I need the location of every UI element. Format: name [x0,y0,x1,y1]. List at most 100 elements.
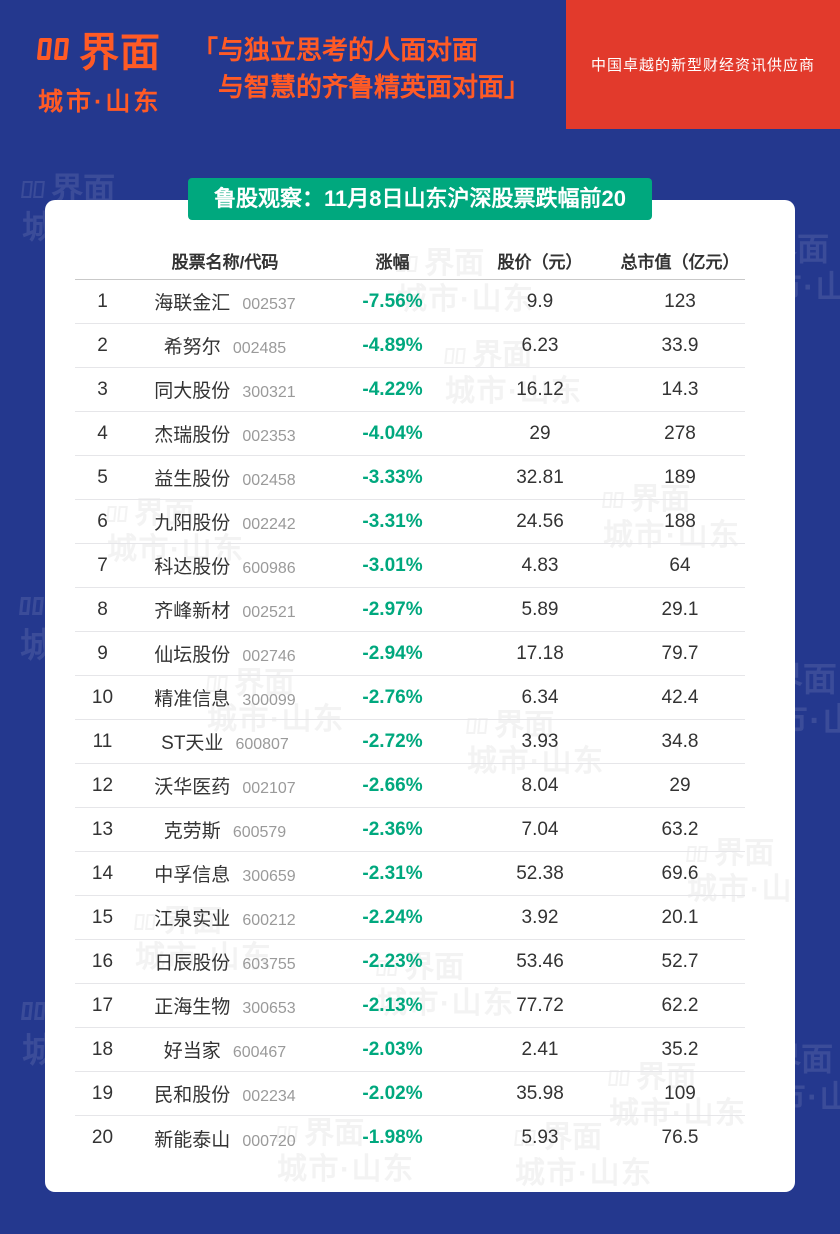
table-row: 1 海联金汇 002537 -7.56% 9.9 123 [75,280,745,324]
price-cell: 77.72 [516,994,564,1016]
rank-cell: 6 [97,510,108,532]
stock-name: 沃华医药 [154,777,231,798]
cap-cell: 278 [664,422,696,444]
rank-cell: 8 [97,598,108,620]
stock-name: 好当家 [163,1041,221,1062]
name-code-cell: 沃华医药 002107 [130,772,320,799]
rank-cell: 19 [91,1082,114,1104]
name-code-cell: 杰瑞股份 002353 [130,420,320,447]
stock-code: 002458 [242,472,296,489]
stock-code: 002485 [232,340,287,357]
change-cell: -4.22% [362,378,423,400]
stock-name: 希努尔 [163,337,221,358]
stock-code: 300099 [242,692,296,709]
content-card: 鲁股观察：11月8日山东沪深股票跌幅前20 界面 城市·山东 界面 城市·山东 界面 城市… [45,178,795,1192]
stock-code: 002746 [242,648,296,665]
rank-cell: 9 [97,642,108,664]
table-row: 8 齐峰新材 002521 -2.97% 5.89 29.1 [75,588,745,632]
stock-code: 002521 [242,604,296,621]
rank-cell: 2 [97,334,108,356]
change-cell: -1.98% [362,1127,423,1148]
cap-cell: 64 [669,554,691,576]
stock-name: 江泉实业 [154,909,231,930]
cap-cell: 189 [664,466,696,488]
rank-cell: 4 [97,422,108,444]
name-code-cell: 新能泰山 000720 [130,1125,320,1152]
name-code-cell: ST天业 600807 [130,728,320,755]
table-header-row: 股票名称/代码 涨幅 股价（元） 总市值（亿元） [75,242,745,280]
table-row: 2 希努尔 002485 -4.89% 6.23 33.9 [75,324,745,368]
cap-cell: 79.7 [661,642,699,664]
price-cell: 16.12 [516,378,564,400]
name-code-cell: 仙坛股份 002746 [130,640,320,667]
rank-cell: 11 [92,730,113,752]
cap-cell: 109 [664,1082,696,1104]
stock-code: 002242 [242,516,296,533]
cap-cell: 29.1 [661,598,699,620]
tagline-text: 中国卓越的新型财经资讯供应商 [590,57,815,74]
name-code-cell: 同大股份 300321 [130,376,320,403]
change-cell: -2.31% [362,862,423,884]
price-cell: 2.41 [521,1038,559,1060]
rank-cell: 14 [91,862,114,884]
cap-cell: 62.2 [661,994,699,1016]
stock-name: 克劳斯 [163,821,221,842]
table-row: 4 杰瑞股份 002353 -4.04% 29 278 [75,412,745,456]
price-cell: 7.04 [521,818,559,840]
name-code-cell: 日辰股份 603755 [130,948,320,975]
name-code-cell: 益生股份 002458 [130,464,320,491]
table-row: 3 同大股份 300321 -4.22% 16.12 14.3 [75,368,745,412]
stock-name: 精准信息 [154,689,231,710]
price-cell: 9.9 [526,290,554,312]
name-code-cell: 科达股份 600986 [130,552,320,579]
change-cell: -2.02% [362,1082,423,1104]
stock-code: 600986 [242,560,296,577]
watermark-logo-icon [21,1001,48,1020]
rank-cell: 5 [97,466,108,488]
price-cell: 17.18 [516,642,564,664]
stock-name: 仙坛股份 [154,645,231,666]
price-cell: 8.04 [521,774,559,796]
table-row: 10 精准信息 300099 -2.76% 6.34 42.4 [75,676,745,720]
table-row: 15 江泉实业 600212 -2.24% 3.92 20.1 [75,896,745,940]
rank-cell: 18 [91,1038,114,1060]
name-code-cell: 希努尔 002485 [130,332,320,359]
cap-cell: 42.4 [661,686,699,708]
stock-name: ST天业 [161,733,224,754]
logo-brand-row: 界面 [36,20,161,78]
stock-name: 益生股份 [154,469,231,490]
stock-name: 九阳股份 [154,513,231,534]
table-row: 16 日辰股份 603755 -2.23% 53.46 52.7 [75,940,745,984]
table-row: 19 民和股份 002234 -2.02% 35.98 109 [75,1072,745,1116]
header-quote: 「与独立思考的人面对面 与智慧的齐鲁精英面对面」 [192,32,530,106]
change-cell: -4.89% [362,334,423,356]
stock-name: 正海生物 [154,997,231,1018]
cap-cell: 69.6 [661,862,699,884]
logo-sub-text: 城市·山东 [38,88,162,116]
name-code-cell: 好当家 600467 [130,1036,320,1063]
table-row: 12 沃华医药 002107 -2.66% 8.04 29 [75,764,745,808]
stock-code: 600579 [232,824,287,841]
col-header-change: 涨幅 [375,253,410,272]
name-code-cell: 齐峰新材 002521 [130,596,320,623]
stock-table: 股票名称/代码 涨幅 股价（元） 总市值（亿元） 1 海联金汇 002537 -7.5… [75,242,745,1160]
price-cell: 52.38 [516,862,564,884]
price-cell: 32.81 [516,466,564,488]
table-row: 7 科达股份 600986 -3.01% 4.83 64 [75,544,745,588]
table-row: 13 克劳斯 600579 -2.36% 7.04 63.2 [75,808,745,852]
watermark-logo-icon [19,596,46,615]
price-cell: 24.56 [516,510,564,532]
name-code-cell: 海联金汇 002537 [130,288,320,315]
header: 界面 城市·山东 「与独立思考的人面对面 与智慧的齐鲁精英面对面」 中国卓越的新… [0,0,840,130]
rank-cell: 7 [97,554,108,576]
cap-cell: 29 [669,774,691,796]
stock-code: 000720 [242,1132,296,1150]
name-code-cell: 江泉实业 600212 [130,904,320,931]
cap-cell: 63.2 [661,818,699,840]
change-cell: -2.97% [362,598,423,620]
price-cell: 53.46 [516,950,564,972]
table-row: 14 中孚信息 300659 -2.31% 52.38 69.6 [75,852,745,896]
name-code-cell: 克劳斯 600579 [130,816,320,843]
name-code-cell: 正海生物 300653 [130,992,320,1019]
change-cell: -2.36% [362,818,423,840]
